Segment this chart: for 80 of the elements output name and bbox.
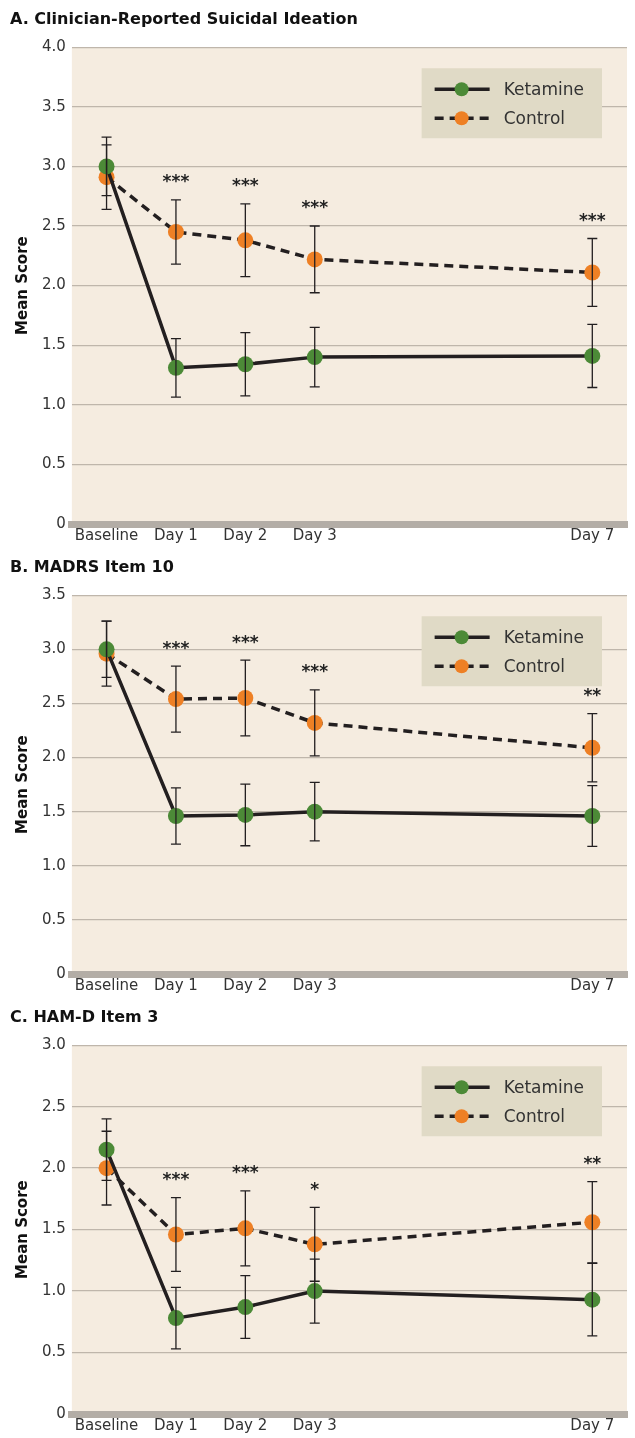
x-tick-label: Baseline xyxy=(74,1415,139,1434)
y-tick-label: 0.5 xyxy=(42,909,66,928)
point xyxy=(306,349,323,366)
annotation: * xyxy=(310,1178,320,1199)
y-tick-label: 1.0 xyxy=(42,1280,66,1299)
annotation: ** xyxy=(583,1153,602,1174)
point xyxy=(237,1220,254,1237)
legend-label: Ketamine xyxy=(503,78,585,99)
annotation: *** xyxy=(162,171,190,192)
point xyxy=(584,1291,601,1308)
x-tick-label: Baseline xyxy=(74,975,139,994)
annotation: *** xyxy=(301,197,329,218)
point xyxy=(237,356,254,373)
point xyxy=(306,714,323,731)
legend-label: Ketamine xyxy=(503,626,585,647)
y-tick-label: 3.5 xyxy=(42,585,66,604)
y-tick-label: 2.5 xyxy=(42,693,66,712)
x-tick-label: Day 2 xyxy=(223,1415,268,1434)
point xyxy=(584,1214,601,1231)
y-tick-label: 2.5 xyxy=(42,1096,66,1115)
y-tick-label: 2.5 xyxy=(42,215,66,234)
point xyxy=(237,806,254,823)
annotation: *** xyxy=(162,637,190,658)
y-tick-label: 1.0 xyxy=(42,855,66,874)
point xyxy=(306,1283,323,1300)
y-tick-label: 2.0 xyxy=(42,1158,66,1177)
y-tick-label: 0 xyxy=(56,963,66,982)
point xyxy=(237,1299,254,1316)
y-tick-label: 2.0 xyxy=(42,275,66,294)
y-tick-label: 3.0 xyxy=(42,639,66,658)
point xyxy=(584,807,601,824)
y-tick-label: 1.5 xyxy=(42,801,66,820)
x-tick-label: Day 3 xyxy=(292,975,337,994)
y-tick-label: 1.0 xyxy=(42,394,66,413)
legend-label: Control xyxy=(503,1105,566,1126)
point xyxy=(306,1236,323,1253)
y-tick-label: 1.5 xyxy=(42,1219,66,1238)
y-tick-label: 3.0 xyxy=(42,1035,66,1054)
y-tick-label: 0 xyxy=(56,1403,66,1422)
point xyxy=(237,232,254,249)
annotation: *** xyxy=(301,661,329,682)
point xyxy=(584,347,601,364)
point xyxy=(306,251,323,268)
x-tick-label: Day 7 xyxy=(570,525,615,544)
x-tick-label: Day 7 xyxy=(570,975,615,994)
annotation: *** xyxy=(232,175,259,196)
y-tick-label: 4.0 xyxy=(42,37,66,56)
y-axis-title: Mean Score xyxy=(12,236,31,335)
y-tick-label: 0 xyxy=(56,513,66,532)
annotation: *** xyxy=(578,209,606,230)
y-tick-label: 3.5 xyxy=(42,96,66,115)
legend-label: Control xyxy=(503,107,566,128)
x-tick-label: Day 3 xyxy=(292,1415,337,1434)
annotation: *** xyxy=(232,631,259,652)
y-tick-label: 0.5 xyxy=(42,454,66,473)
annotation: *** xyxy=(162,1169,190,1190)
legend-label: Control xyxy=(503,655,566,676)
y-axis-title: Mean Score xyxy=(12,1180,31,1279)
chart-title: C. HAM-D Item 3 xyxy=(10,1006,159,1026)
point xyxy=(584,739,601,756)
y-axis-title: Mean Score xyxy=(12,735,31,834)
legend-label: Ketamine xyxy=(503,1076,585,1097)
point xyxy=(306,803,323,820)
x-tick-label: Day 3 xyxy=(292,525,337,544)
x-tick-label: Day 1 xyxy=(153,1415,198,1434)
x-tick-label: Day 1 xyxy=(153,975,198,994)
annotation: *** xyxy=(232,1162,259,1183)
x-tick-label: Day 2 xyxy=(223,525,268,544)
x-tick-label: Baseline xyxy=(74,525,139,544)
y-tick-label: 0.5 xyxy=(42,1342,66,1361)
y-tick-label: 1.5 xyxy=(42,335,66,354)
y-tick-label: 2.0 xyxy=(42,747,66,766)
point xyxy=(237,690,254,707)
x-tick-label: Day 2 xyxy=(223,975,268,994)
chart-title: B. MADRS Item 10 xyxy=(10,556,174,576)
x-tick-label: Day 1 xyxy=(153,525,198,544)
x-tick-label: Day 7 xyxy=(570,1415,615,1434)
annotation: ** xyxy=(583,685,602,706)
y-tick-label: 3.0 xyxy=(42,156,66,175)
chart-title: A. Clinician-Reported Suicidal Ideation xyxy=(10,8,358,28)
